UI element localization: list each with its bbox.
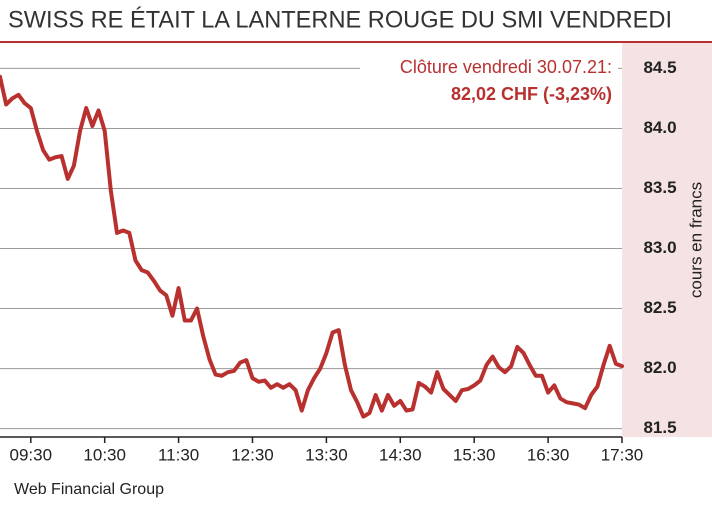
annotation: Clôture vendredi 30.07.21: [400,57,612,77]
x-tick-label: 12:30 [231,445,274,464]
y-tick-label: 84.0 [643,118,676,137]
x-tick-label: 13:30 [305,445,348,464]
y-tick-label: 84.5 [643,58,676,77]
y-tick-label: 81.5 [643,418,676,437]
x-tick-label: 09:30 [10,445,53,464]
axis-panel [622,42,712,437]
price-line [0,74,624,419]
x-tick-label: 11:30 [158,445,199,464]
y-tick-label: 82.5 [643,298,676,317]
y-tick-label: 83.0 [643,238,676,257]
x-tick-label: 16:30 [527,445,570,464]
x-tick-label: 14:30 [379,445,422,464]
x-tick-label: 17:30 [601,445,644,464]
annotation-box [360,54,618,108]
x-tick-label: 15:30 [453,445,496,464]
y-tick-label: 82.0 [643,358,676,377]
y-tick-label: 83.5 [643,178,676,197]
annotation: 82,02 CHF (-3,23%) [451,84,612,104]
chart-title: SWISS RE ÉTAIT LA LANTERNE ROUGE DU SMI … [8,6,672,33]
x-tick-label: 10:30 [83,445,126,464]
source: Web Financial Group [14,481,164,498]
y-axis-label: cours en francs [686,182,705,298]
